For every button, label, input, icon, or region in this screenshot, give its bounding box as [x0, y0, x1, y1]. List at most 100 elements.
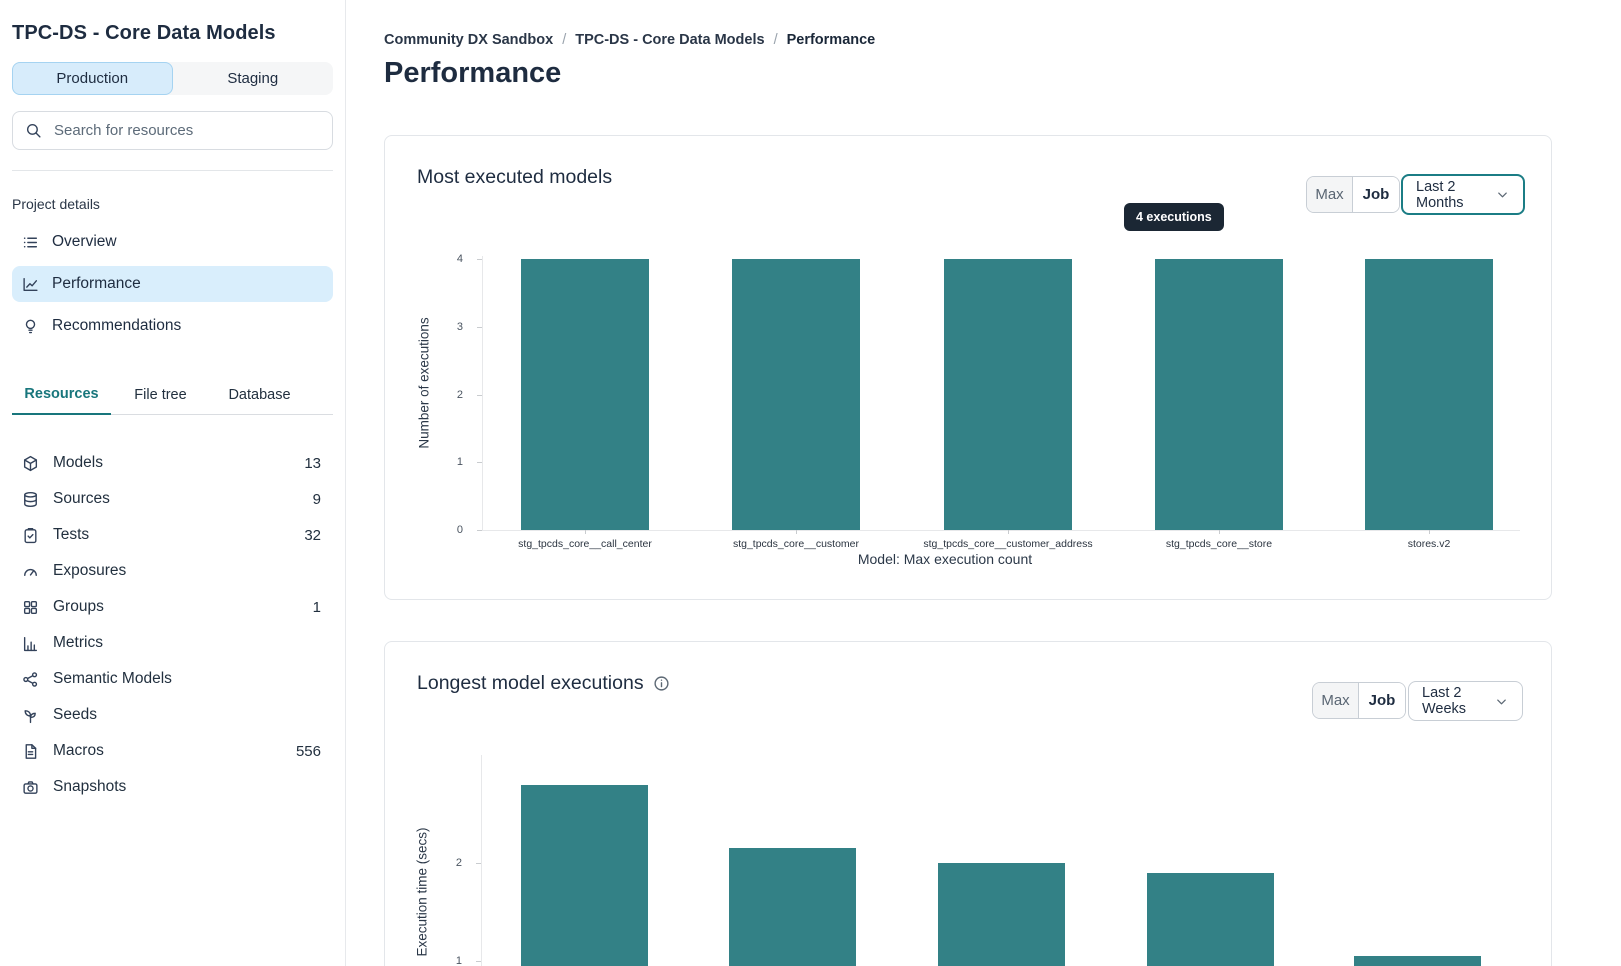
doc-icon: [22, 743, 39, 760]
project-details-label: Project details: [12, 196, 100, 212]
x-axis-line: [482, 530, 1520, 531]
bar[interactable]: [1155, 259, 1283, 530]
chart-tooltip: 4 executions: [1124, 203, 1224, 231]
camera-icon: [22, 779, 39, 796]
y-tick-label: 2: [456, 388, 463, 401]
chart-title-text: Longest model executions: [417, 672, 644, 694]
resource-item-sources[interactable]: Sources 9: [12, 481, 333, 517]
environment-switcher: Production Staging: [12, 62, 333, 95]
grid-icon: [22, 599, 39, 616]
resource-count: 32: [304, 526, 321, 544]
bar[interactable]: [521, 784, 648, 966]
resource-label: Sources: [53, 490, 110, 507]
breadcrumb-link[interactable]: TPC-DS - Core Data Models: [575, 32, 765, 48]
search-icon: [25, 122, 42, 139]
y-tick-mark: [477, 530, 482, 531]
sidebar-item-label: Recommendations: [52, 317, 182, 334]
sidebar-item-overview[interactable]: Overview: [12, 224, 333, 260]
x-category-label: stg_tpcds_core__customer_address: [923, 538, 1093, 550]
x-axis-label: Model: Max execution count: [857, 551, 1033, 567]
sidebar-item-performance[interactable]: Performance: [12, 266, 333, 302]
resource-label: Tests: [53, 526, 90, 543]
breadcrumb-separator: /: [562, 32, 567, 48]
resource-count: 9: [312, 490, 321, 508]
resource-label: Semantic Models: [53, 670, 172, 687]
time-range-dropdown[interactable]: Last 2 Weeks: [1408, 681, 1523, 721]
y-tick-label: 2: [455, 857, 462, 869]
x-category-label: stg_tpcds_core__store: [1165, 538, 1273, 550]
max-toggle-button[interactable]: Max: [1313, 683, 1359, 718]
resource-label: Macros: [53, 742, 104, 759]
y-tick-mark: [476, 863, 481, 864]
tab-database[interactable]: Database: [210, 377, 309, 414]
resource-item-models[interactable]: Models 13: [12, 445, 333, 481]
bar[interactable]: [1354, 956, 1481, 966]
time-range-value: Last 2 Weeks: [1422, 685, 1467, 717]
breadcrumb-separator: /: [773, 32, 778, 48]
network-icon: [22, 671, 39, 688]
x-tick-mark: [796, 530, 797, 534]
resource-item-groups[interactable]: Groups 1: [12, 589, 333, 625]
resource-item-exposures[interactable]: Exposures: [12, 553, 333, 589]
resource-label: Seeds: [53, 706, 97, 723]
x-category-label: stg_tpcds_core__customer: [732, 538, 860, 550]
bar[interactable]: [938, 863, 1065, 966]
y-tick-mark: [477, 326, 482, 328]
bar[interactable]: [1147, 872, 1274, 966]
most-executed-models-card: Most executed models Max Job Last 2 Mont…: [384, 135, 1552, 600]
x-tick-mark: [585, 530, 586, 534]
search-box[interactable]: [12, 111, 333, 150]
bar[interactable]: [732, 259, 860, 530]
search-input[interactable]: [52, 121, 320, 140]
resource-item-snapshots[interactable]: Snapshots: [12, 769, 333, 805]
resource-label: Exposures: [53, 562, 127, 579]
x-tick-mark: [1219, 530, 1220, 534]
bar[interactable]: [729, 848, 856, 966]
resource-label: Groups: [53, 598, 104, 615]
y-tick-mark: [477, 394, 482, 396]
sidebar-item-label: Performance: [52, 275, 141, 292]
tab-resources[interactable]: Resources: [12, 377, 111, 415]
max-toggle-button[interactable]: Max: [1307, 177, 1353, 212]
breadcrumb-current: Performance: [786, 32, 876, 48]
chevron-down-icon: [1495, 187, 1510, 202]
x-category-label: stores.v2: [1407, 538, 1451, 550]
clipboard-icon: [22, 527, 39, 544]
resource-item-tests[interactable]: Tests 32: [12, 517, 333, 553]
seed-icon: [22, 707, 39, 724]
y-tick-label: 1: [455, 955, 462, 966]
cube-icon: [22, 455, 39, 472]
breadcrumb: Community DX Sandbox / TPC-DS - Core Data …: [384, 32, 875, 48]
y-axis-label: Execution time (secs): [414, 827, 430, 957]
y-tick-mark: [477, 462, 482, 464]
time-range-dropdown[interactable]: Last 2 Months: [1401, 174, 1525, 215]
breadcrumb-link[interactable]: Community DX Sandbox: [384, 32, 554, 48]
bar[interactable]: [521, 259, 649, 530]
resource-item-macros[interactable]: Macros 556: [12, 733, 333, 769]
resource-item-semantic-models[interactable]: Semantic Models: [12, 661, 333, 697]
sidebar-item-recommendations[interactable]: Recommendations: [12, 308, 333, 344]
bar[interactable]: [944, 259, 1072, 530]
y-axis-line: [482, 256, 483, 530]
resource-label: Metrics: [53, 634, 103, 651]
resource-item-metrics[interactable]: Metrics: [12, 625, 333, 661]
tab-staging[interactable]: Staging: [173, 62, 334, 95]
tab-file-tree[interactable]: File tree: [111, 377, 210, 414]
chart-title: Longest model executions: [417, 672, 670, 695]
tab-production[interactable]: Production: [12, 62, 173, 95]
resource-item-seeds[interactable]: Seeds: [12, 697, 333, 733]
info-icon[interactable]: [653, 675, 670, 692]
resource-count: 556: [295, 742, 321, 760]
time-range-value: Last 2 Months: [1416, 178, 1464, 211]
bar[interactable]: [1365, 259, 1493, 530]
bars-icon: [22, 635, 39, 652]
chart-title-text: Most executed models: [417, 166, 613, 188]
job-toggle-button[interactable]: Job: [1353, 177, 1399, 212]
sidebar-item-label: Overview: [52, 233, 117, 250]
x-category-label: stg_tpcds_core__call_center: [518, 538, 652, 550]
x-tick-mark: [1008, 530, 1009, 534]
job-toggle-button[interactable]: Job: [1359, 683, 1405, 718]
resource-count: 13: [304, 454, 321, 472]
